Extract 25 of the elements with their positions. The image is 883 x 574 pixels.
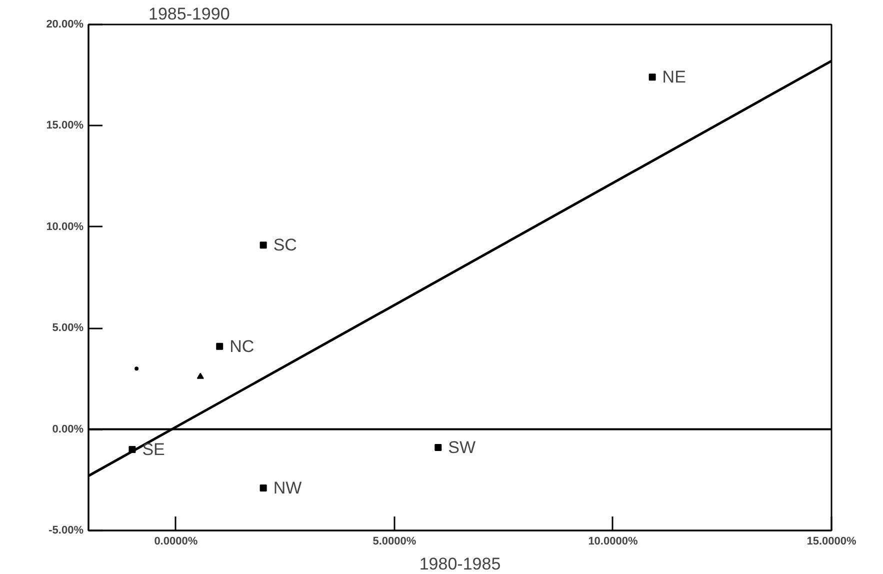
point — [216, 342, 224, 350]
point — [260, 484, 267, 492]
y-tick-label: 10.00% — [46, 220, 84, 233]
x-tick-label: 5.0000% — [372, 536, 416, 548]
y-tick-label: 0.00% — [52, 423, 84, 436]
y-tick-label: -5.00% — [48, 524, 84, 536]
annotation: SW — [448, 438, 476, 458]
x-tick-label: 10.0000% — [588, 536, 638, 548]
point — [196, 372, 204, 379]
annotation: NE — [662, 68, 686, 87]
point — [134, 366, 139, 371]
x-tick-label: 15.0000% — [806, 536, 856, 548]
y-tick-label: 15.00% — [46, 120, 84, 132]
x-tick-label: 0.0000% — [154, 536, 198, 548]
annotation: SC — [273, 236, 297, 255]
x-axis-title: 1980-1985 — [419, 554, 501, 574]
annotation: NW — [273, 478, 302, 498]
point — [648, 74, 656, 81]
point — [260, 242, 267, 249]
y-tick-label: 5.00% — [52, 322, 84, 334]
y-tick-label: 20.00% — [46, 18, 84, 30]
annotation: SE — [142, 440, 165, 460]
point — [434, 444, 442, 452]
annotation: NC — [230, 336, 254, 356]
y-axis-title: 1985-1990 — [148, 4, 230, 24]
